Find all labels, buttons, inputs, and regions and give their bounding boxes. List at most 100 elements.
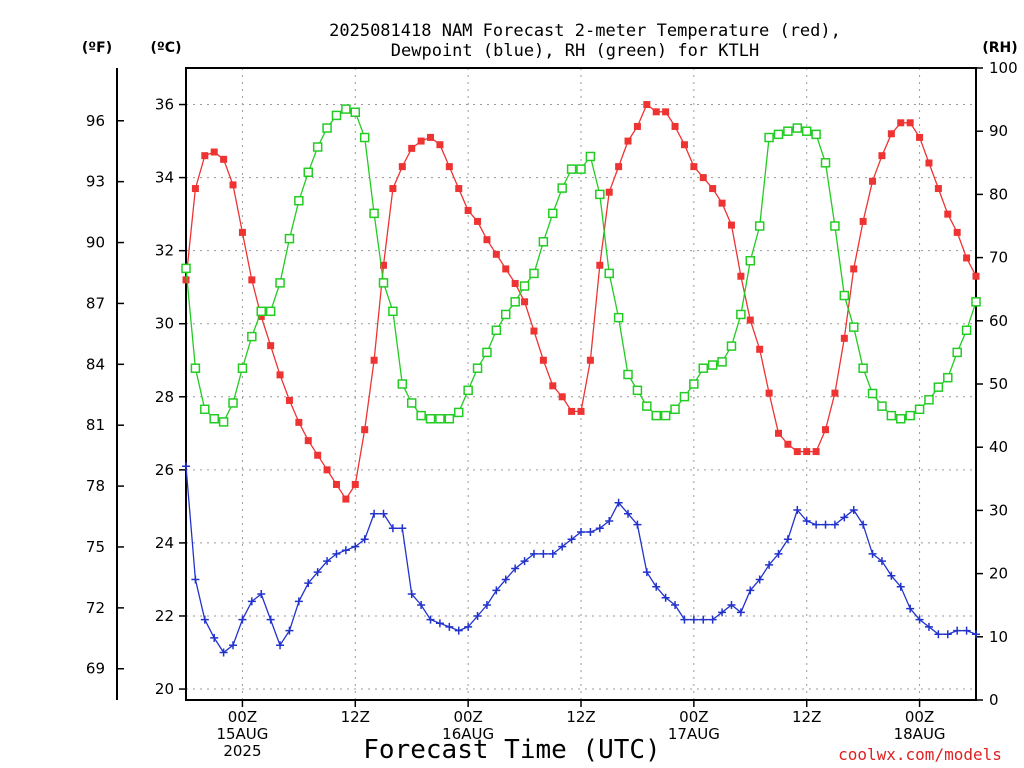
- data-point: [869, 177, 877, 185]
- data-point: [304, 579, 313, 588]
- x-tick-label: 00Z: [228, 708, 257, 726]
- data-point: [652, 582, 661, 591]
- data-point: [886, 410, 897, 421]
- data-point: [642, 568, 651, 577]
- data-point: [775, 429, 782, 437]
- data-point: [417, 601, 426, 610]
- data-point: [267, 342, 275, 350]
- data-point: [718, 199, 726, 207]
- data-point: [859, 217, 867, 225]
- data-point: [520, 557, 529, 566]
- data-point: [943, 372, 953, 383]
- data-point: [201, 152, 209, 160]
- data-point: [566, 164, 577, 174]
- data-point: [877, 401, 887, 411]
- data-point: [474, 217, 482, 225]
- chart-title-line-2: Dewpoint (blue), RH (green) for KTLH: [391, 41, 759, 61]
- data-point: [840, 513, 849, 522]
- data-point: [238, 615, 247, 624]
- data-point: [247, 331, 257, 342]
- x-tick-label: 00Z: [679, 708, 708, 726]
- data-point: [294, 195, 304, 206]
- rh-axis-unit: (RH): [982, 40, 1017, 56]
- data-point: [690, 163, 698, 171]
- data-point: [802, 516, 811, 525]
- fahrenheit-tick-label: 87: [86, 294, 105, 312]
- data-point: [511, 564, 520, 573]
- celsius-tick-label: 30: [155, 315, 174, 333]
- fahrenheit-tick-label: 84: [86, 355, 105, 373]
- data-point: [971, 297, 981, 307]
- data-point: [388, 306, 398, 317]
- data-point: [257, 312, 265, 320]
- data-point: [651, 410, 661, 421]
- data-point: [248, 276, 256, 284]
- data-point: [369, 208, 379, 219]
- data-point: [793, 448, 801, 456]
- data-point: [397, 379, 408, 389]
- data-point: [914, 404, 925, 415]
- data-point: [558, 393, 566, 401]
- data-point: [558, 542, 567, 551]
- data-point: [745, 256, 756, 266]
- fahrenheit-tick-label: 78: [86, 477, 105, 495]
- data-point: [915, 615, 924, 624]
- data-point: [773, 129, 784, 140]
- data-point: [699, 615, 708, 624]
- data-point: [708, 615, 717, 624]
- rh-tick-label: 20: [989, 565, 1008, 583]
- fahrenheit-tick-label: 69: [86, 660, 105, 678]
- data-point: [304, 437, 312, 445]
- data-point: [774, 549, 783, 558]
- data-point: [276, 641, 285, 650]
- data-point: [426, 615, 435, 624]
- data-point: [331, 110, 342, 121]
- rh-tick-label: 30: [989, 501, 1008, 519]
- data-point: [257, 590, 266, 599]
- x-axis-label: Forecast Time (UTC): [363, 735, 660, 765]
- celsius-tick-label: 26: [155, 461, 174, 479]
- data-point: [530, 327, 538, 335]
- data-point: [436, 141, 444, 149]
- data-point: [568, 407, 576, 415]
- data-point: [323, 466, 331, 474]
- data-point: [906, 119, 914, 127]
- fahrenheit-tick-label: 75: [86, 538, 105, 556]
- data-point: [764, 132, 774, 143]
- data-point: [850, 265, 858, 273]
- celsius-axis-unit: (ºC): [151, 40, 182, 56]
- data-point: [519, 281, 530, 291]
- source-credit: coolwx.com/models: [838, 745, 1002, 764]
- data-point: [652, 108, 660, 116]
- data-point: [464, 622, 473, 631]
- data-point: [200, 404, 210, 415]
- data-point: [427, 133, 435, 141]
- data-point: [878, 152, 886, 160]
- rh-tick-label: 40: [989, 438, 1008, 456]
- data-point: [840, 334, 848, 342]
- data-point: [765, 389, 773, 397]
- data-point: [953, 626, 962, 635]
- data-point: [529, 268, 539, 279]
- data-point: [624, 509, 633, 518]
- data-point: [445, 163, 453, 171]
- data-point: [615, 163, 623, 171]
- data-point: [792, 123, 803, 133]
- data-point: [756, 345, 764, 353]
- data-point: [502, 265, 510, 273]
- data-point: [472, 363, 483, 373]
- data-point: [586, 527, 595, 536]
- data-point: [707, 360, 718, 370]
- x-tick-label: 12Z: [566, 708, 595, 726]
- data-point: [783, 126, 793, 136]
- data-point: [924, 395, 934, 405]
- celsius-tick-label: 32: [155, 242, 174, 260]
- data-point: [717, 357, 727, 367]
- data-point: [351, 542, 360, 551]
- data-point: [229, 181, 237, 189]
- data-point: [586, 356, 594, 364]
- data-point: [220, 155, 228, 163]
- data-point: [624, 137, 632, 145]
- data-point: [567, 535, 576, 544]
